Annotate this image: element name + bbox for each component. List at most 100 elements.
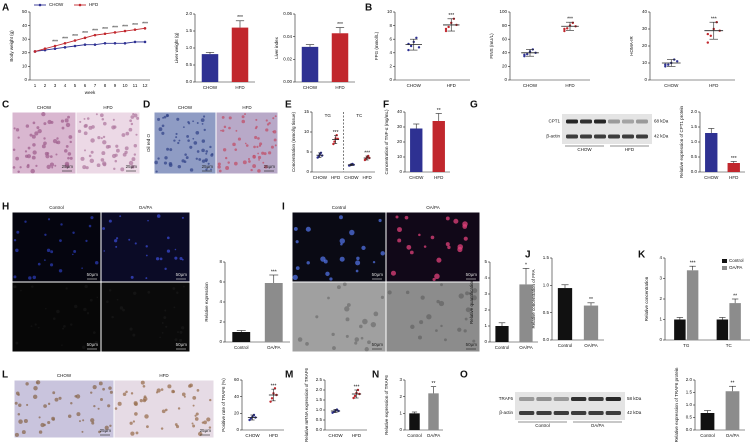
- cell: [220, 129, 222, 132]
- cell: [155, 257, 160, 261]
- cell: [16, 230, 20, 234]
- cell: [47, 402, 51, 406]
- blot-band: [594, 134, 606, 139]
- blot-band: [553, 397, 569, 401]
- significance: ***: [92, 28, 98, 34]
- cell: [266, 123, 270, 126]
- y-axis-label: Concentration of TNF-α (mg/mL): [384, 109, 389, 175]
- cell: [175, 136, 178, 139]
- x-tick-label: HFD: [335, 85, 345, 90]
- cell: [108, 386, 112, 390]
- cell: [163, 115, 167, 119]
- cell: [52, 391, 56, 395]
- y-tick-label: 1.0: [316, 407, 323, 412]
- line-marker: [83, 43, 87, 46]
- cell: [163, 316, 167, 320]
- line-marker: [103, 32, 107, 36]
- cell: [274, 144, 277, 147]
- cell: [373, 311, 379, 317]
- cell: [227, 161, 230, 164]
- y-tick-label: 20: [234, 411, 240, 416]
- cell: [82, 345, 86, 349]
- x-tick-label: 12: [142, 83, 148, 88]
- cell: [104, 425, 109, 430]
- y-axis-label: Relative expression of CPT1 protein: [679, 105, 684, 178]
- cell: [122, 308, 125, 312]
- y-tick-label: 0.0: [543, 337, 550, 342]
- blot-background: [562, 114, 652, 144]
- y-tick-label: 10: [22, 64, 28, 69]
- cell: [37, 326, 40, 329]
- cell: [225, 166, 230, 170]
- cell: [472, 339, 476, 343]
- data-point: [676, 60, 679, 63]
- cell: [211, 152, 214, 156]
- line-marker: [73, 39, 77, 42]
- cell: [154, 160, 158, 165]
- image-label: OA/PA: [426, 205, 439, 210]
- cell: [17, 412, 21, 416]
- cell: [133, 153, 137, 156]
- y-tick-label: 20: [22, 50, 28, 55]
- x-tick-label: Control: [558, 343, 573, 348]
- cell: [165, 113, 169, 117]
- cell: [172, 287, 176, 290]
- x-tick-label: CHOW: [328, 433, 343, 438]
- cell: [174, 256, 178, 260]
- x-tick-label: 3: [54, 83, 57, 88]
- micrograph-tile: [14, 380, 114, 438]
- y-tick-label: 0: [644, 77, 647, 82]
- significance: ***: [448, 13, 454, 19]
- cell: [210, 168, 212, 171]
- cell: [14, 432, 19, 437]
- significance: **: [437, 108, 441, 114]
- cell: [336, 285, 341, 290]
- line-marker: [63, 46, 67, 49]
- y-axis-label: Relative mRNA expression of TRAF6: [304, 368, 309, 442]
- cell: [131, 157, 136, 162]
- cell: [41, 112, 46, 117]
- cell: [79, 120, 82, 123]
- band-size: 68 kDa: [654, 119, 669, 124]
- cell: [21, 430, 26, 435]
- cell: [65, 122, 71, 128]
- bar: [716, 319, 729, 340]
- y-tick-label: 60: [234, 377, 240, 382]
- blot-band: [580, 119, 592, 124]
- cell: [186, 135, 189, 138]
- x-tick-label: CHOW: [664, 83, 679, 88]
- cell: [109, 424, 112, 427]
- data-point: [415, 36, 418, 40]
- x-tick-label: HFD: [709, 83, 719, 88]
- x-tick-label: CHOW: [409, 175, 424, 180]
- cell: [105, 145, 110, 149]
- cell: [345, 334, 349, 338]
- cell: [463, 236, 468, 241]
- cell: [31, 155, 36, 160]
- x-tick-label: HFD: [331, 175, 341, 180]
- cell: [181, 258, 184, 261]
- cell: [189, 383, 193, 388]
- cell: [93, 404, 96, 408]
- cell: [37, 262, 41, 266]
- cell: [77, 129, 82, 133]
- cell: [90, 216, 94, 220]
- cell: [196, 121, 199, 124]
- cell: [40, 422, 45, 428]
- y-axis-label: Relative expression of TRAF6 protein: [674, 367, 679, 442]
- cell: [146, 425, 149, 429]
- cell: [192, 395, 197, 400]
- line-marker: [143, 27, 147, 30]
- cell: [234, 161, 238, 166]
- cell: [187, 139, 190, 142]
- cell: [17, 136, 20, 139]
- cell: [207, 162, 210, 165]
- x-tick-label: CHOW: [303, 85, 318, 90]
- band-size: 58 kDa: [627, 396, 642, 401]
- cell: [70, 323, 73, 326]
- scale-label: 50μm: [176, 272, 188, 277]
- x-tick-label: HFD: [269, 433, 279, 438]
- cell: [101, 118, 105, 121]
- significance: **: [733, 293, 737, 299]
- y-tick-label: 1.5: [686, 390, 693, 395]
